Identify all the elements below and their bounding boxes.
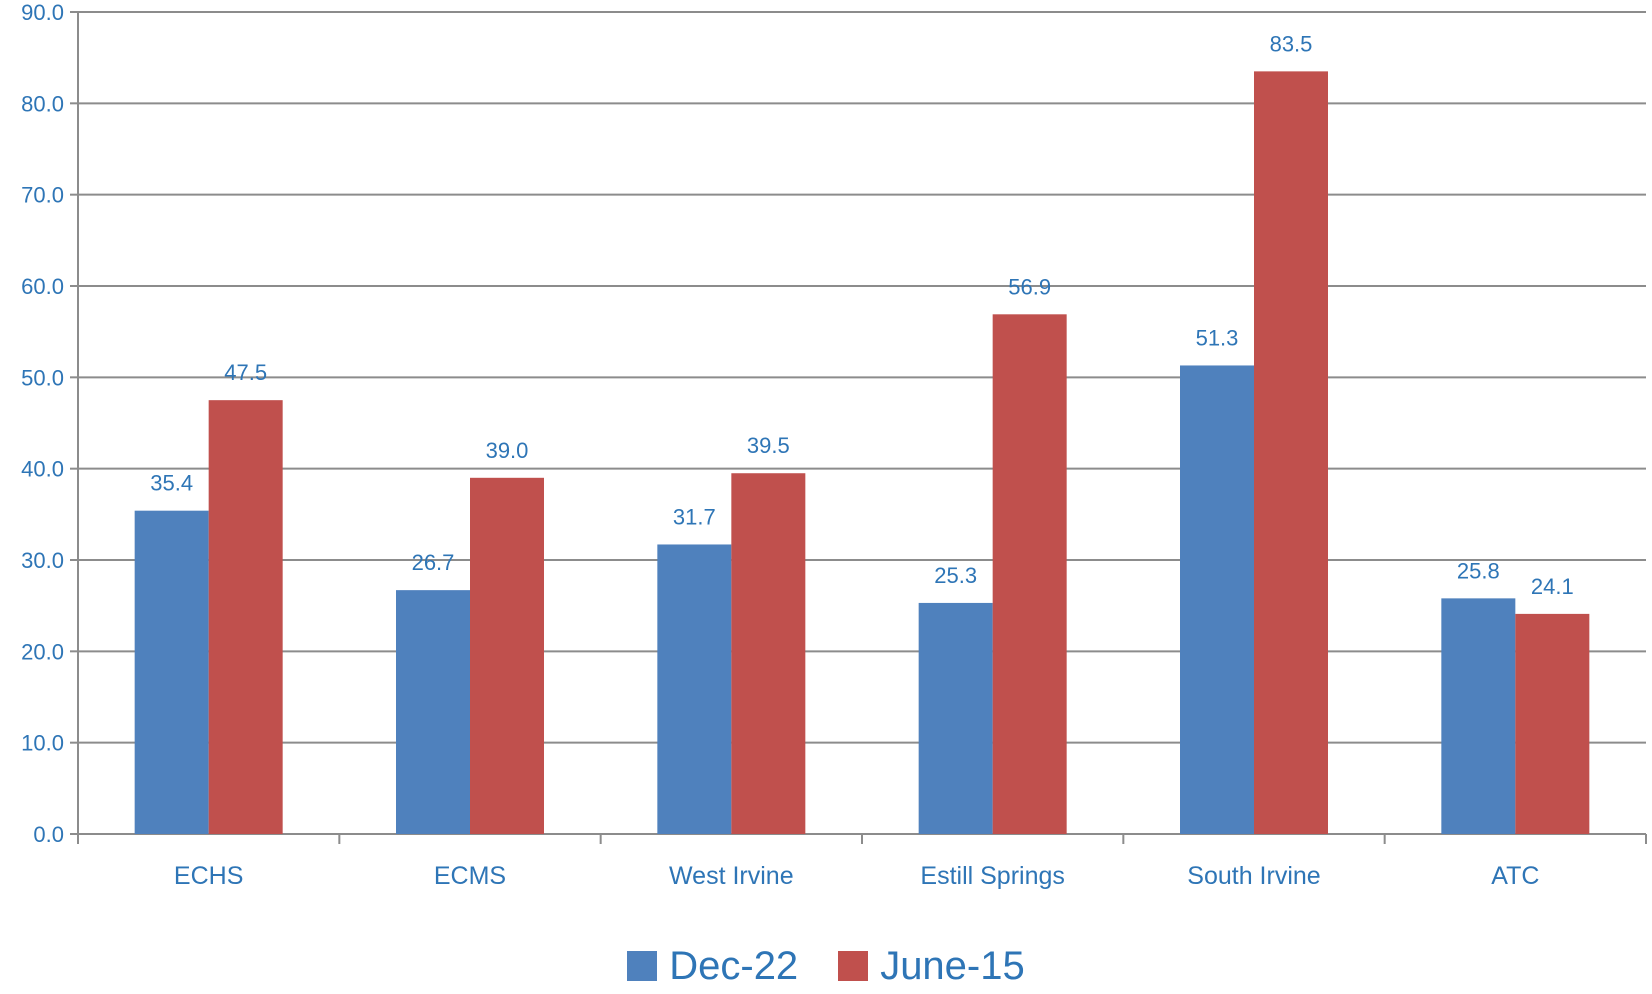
data-label: 39.0 xyxy=(486,438,529,463)
y-tick-label: 80.0 xyxy=(21,91,64,116)
y-tick-label: 20.0 xyxy=(21,639,64,664)
data-label: 31.7 xyxy=(673,504,716,529)
y-tick-label: 50.0 xyxy=(21,365,64,390)
bar-dec-22-south-irvine xyxy=(1180,365,1254,834)
bar-june-15-atc xyxy=(1515,613,1590,834)
legend-label-june-15: June-15 xyxy=(880,943,1025,988)
y-tick-label: 70.0 xyxy=(21,183,64,208)
legend-item-june-15: June-15 xyxy=(838,944,1025,989)
bar-june-15-west-irvine xyxy=(731,473,806,834)
legend-swatch-june-15 xyxy=(838,951,869,981)
bar-dec-22-ecms xyxy=(396,590,470,834)
data-label: 25.8 xyxy=(1457,558,1500,583)
y-tick-label: 90.0 xyxy=(21,0,64,25)
category-label: ECHS xyxy=(174,862,243,890)
legend: Dec-22 June-15 xyxy=(0,938,1652,994)
bar-chart: 0.0 10.0 20.0 30.0 40.0 50.0 60.0 70.0 80.0 90.0 3… xyxy=(21,0,1647,890)
data-label: 25.3 xyxy=(934,563,977,588)
bar-dec-22-estill-springs xyxy=(918,602,993,834)
category-label: ECMS xyxy=(434,862,506,890)
data-label: 83.5 xyxy=(1270,31,1313,56)
y-tick-label: 60.0 xyxy=(21,274,64,299)
data-label: 24.1 xyxy=(1531,574,1574,599)
bar-dec-22-atc xyxy=(1441,598,1516,834)
bar-dec-22-west-irvine xyxy=(657,544,732,834)
y-tick-label: 30.0 xyxy=(21,548,64,573)
bar-dec-22-echs xyxy=(134,510,209,834)
category-label: South Irvine xyxy=(1187,862,1320,890)
y-tick-label: 10.0 xyxy=(21,731,64,756)
legend-label-dec-22: Dec-22 xyxy=(669,943,799,988)
data-label: 47.5 xyxy=(224,360,267,385)
data-label: 39.5 xyxy=(747,433,790,458)
data-label: 56.9 xyxy=(1008,274,1051,299)
category-label: ATC xyxy=(1491,862,1539,890)
category-label: West Irvine xyxy=(669,862,794,890)
legend-swatch-dec-22 xyxy=(627,951,658,981)
bar-june-15-estill-springs xyxy=(992,314,1067,834)
bar-june-15-ecms xyxy=(470,477,544,834)
legend-item-dec-22: Dec-22 xyxy=(627,944,798,989)
category-label: Estill Springs xyxy=(920,862,1065,890)
data-label: 26.7 xyxy=(412,550,455,575)
data-label: 51.3 xyxy=(1196,325,1239,350)
data-label: 35.4 xyxy=(150,471,193,496)
bar-june-15-south-irvine xyxy=(1254,71,1328,834)
bar-june-15-echs xyxy=(208,400,283,834)
y-tick-label: 0.0 xyxy=(33,822,64,847)
y-tick-label: 40.0 xyxy=(21,457,64,482)
